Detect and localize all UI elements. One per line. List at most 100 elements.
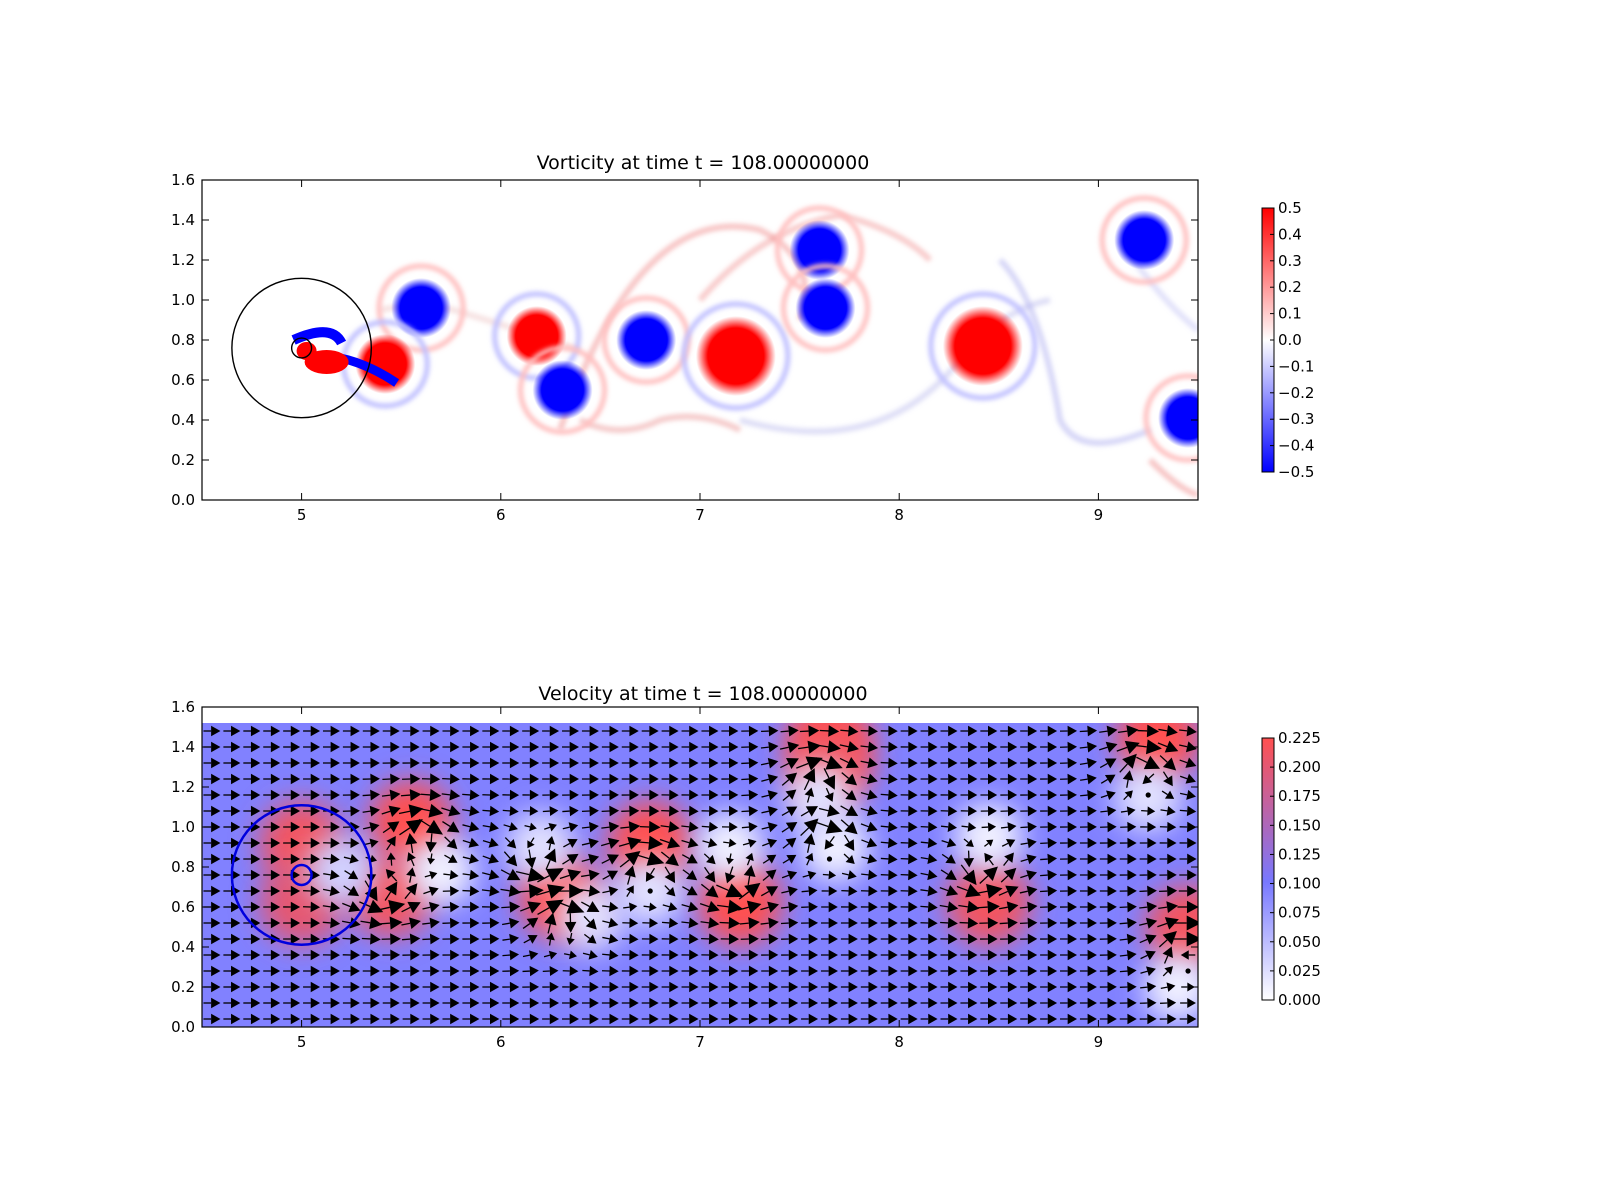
quiver-head [948,805,958,817]
quiver-shaft [530,837,535,843]
quiver-head [270,981,281,993]
quiver-shaft [816,821,829,828]
quiver-head [488,837,499,848]
quiver-head [489,789,500,801]
quiver-head [828,965,838,977]
quiver-head [1086,741,1098,753]
quiver-head [827,740,841,754]
quiver-head [845,805,859,817]
quiver-head [848,965,858,977]
quiver-shaft [716,884,729,892]
quiver-head [231,965,241,977]
quiver-shaft [1079,762,1088,765]
quiver-head [231,917,241,929]
quiver-head [1164,966,1174,975]
quiver-head [489,821,499,832]
quiver-head [788,901,799,913]
quiver-head [310,869,321,881]
quiver-head [390,741,400,753]
quiver-shaft [381,794,391,797]
quiver-head [908,821,918,833]
quiver-head [1127,853,1137,865]
quiver-head [725,883,744,898]
quiver-head [1027,838,1037,849]
colorbar-tick-label: −0.4 [1278,437,1314,455]
quiver-head [1027,757,1038,769]
quiver-head [888,997,898,1009]
quiver-head [410,773,421,785]
quiver-head [1163,775,1173,787]
quiver-head [1067,757,1078,769]
quiver-head [1167,821,1177,833]
quiver-shaft [988,859,994,866]
quiver-head [768,965,779,977]
quiver-head [626,885,634,894]
colorbar-tick-label: 0.175 [1278,787,1321,805]
quiver-head [948,1013,958,1025]
quiver-shaft [682,869,690,875]
quiver-shaft [761,810,770,814]
vorticity-title: Vorticity at time t = 108.00000000 [537,152,870,174]
quiver-shaft [548,843,552,851]
quiver-head [310,885,321,897]
quiver-shaft [801,890,809,893]
colorbar-tick-label: 0.150 [1278,816,1321,834]
quiver-head [1162,757,1177,771]
quiver-shaft [1158,939,1168,948]
quiver-head [609,965,619,977]
quiver-head [669,1013,679,1025]
quiver-head [408,804,424,819]
quiver-head [509,965,520,977]
low-speed-region [954,803,1023,871]
quiver-head [868,933,878,945]
quiver-head [1146,724,1160,738]
quiver-head [330,981,340,993]
quiver-head [364,886,378,902]
quiver-shaft [781,874,790,879]
quiver-shaft [1080,794,1088,797]
quiver-shaft [523,938,531,944]
quiver-shaft [602,936,610,940]
quiver-shaft [462,793,471,796]
quiver-head [290,837,301,849]
x-tick-label: 8 [894,506,904,524]
quiver-head [1187,885,1198,897]
quiver-head [310,981,321,993]
quiver-head [310,805,321,817]
quiver-head [231,837,241,849]
quiver-head [508,822,518,832]
y-tick-label: 1.2 [171,778,195,796]
quiver-shaft [401,938,411,941]
quiver-head [290,821,301,833]
quiver-head [608,886,619,897]
quiver-head [808,981,819,993]
quiver-head [1027,933,1038,945]
quiver-head [549,981,559,993]
quiver-head [668,902,678,912]
quiver-shaft [569,932,573,939]
quiver-head [390,981,400,993]
quiver-head [867,757,879,769]
quiver-head [1162,946,1173,959]
quiver-head [908,949,918,961]
quiver-head [768,917,779,929]
quiver-head [608,933,619,944]
quiver-head [828,917,838,929]
quiver-head [489,741,500,753]
quiver-head [330,965,340,977]
quiver-head [469,869,480,881]
quiver-head [505,854,518,867]
quiver-shaft [1160,809,1168,812]
quiver-head [928,1013,938,1025]
quiver-shaft [398,810,411,815]
quiver-head [405,883,418,896]
quiver-head [768,725,779,737]
quiver-shaft [1099,730,1108,733]
quiver-head [544,912,557,926]
cylinder-circle [290,337,313,359]
vortex-halo [1099,195,1189,285]
quiver-head [1167,1013,1177,1025]
quiver-head [1164,740,1179,753]
quiver-shaft [681,825,690,828]
